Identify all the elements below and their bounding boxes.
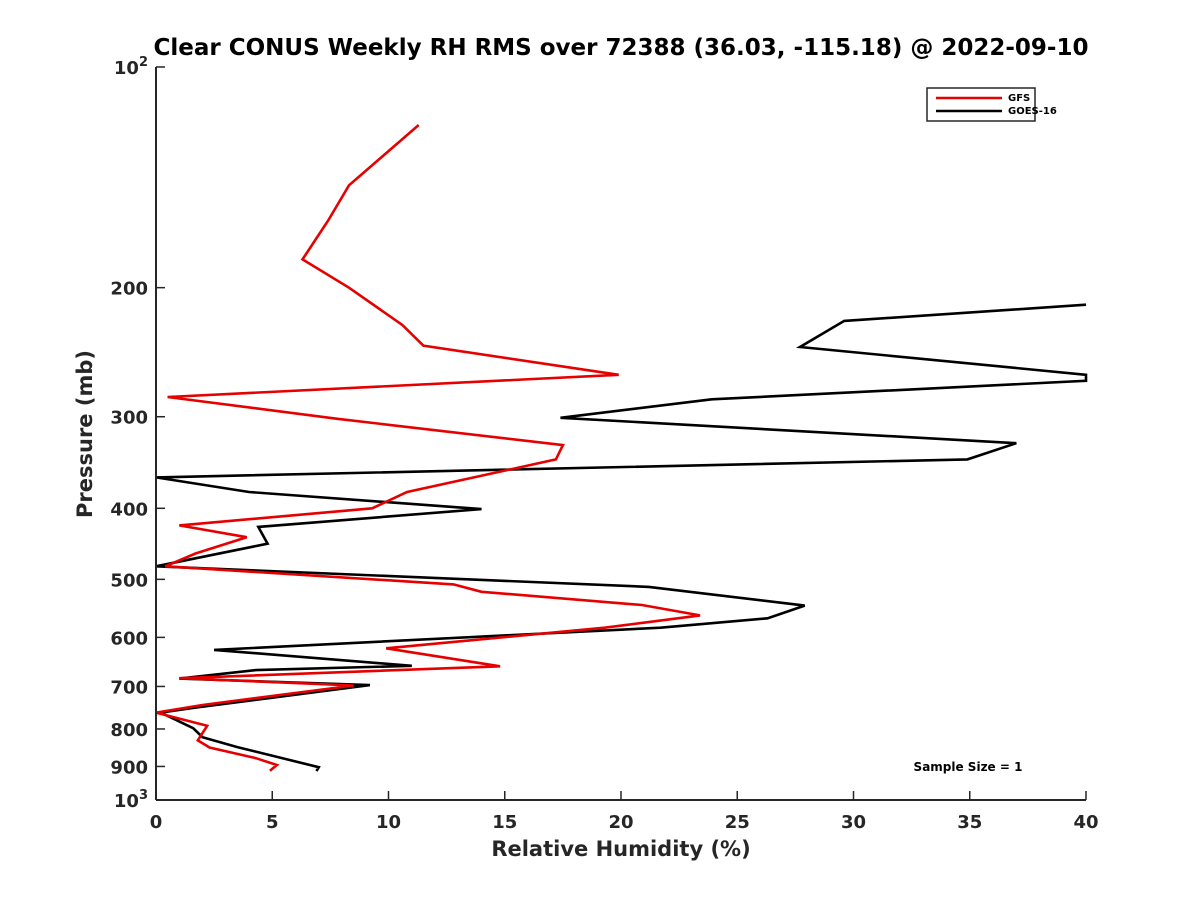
- y-tick-label: 300: [110, 408, 148, 429]
- y-tick-label: 500: [110, 570, 148, 591]
- x-tick-label: 10: [376, 812, 401, 833]
- y-tick-label: 102: [114, 55, 148, 79]
- x-tick-label: 40: [1073, 812, 1098, 833]
- y-tick-label: 103: [114, 788, 148, 812]
- legend-label-gfs: GFS: [1008, 93, 1030, 104]
- y-tick-exponent: 2: [139, 55, 148, 70]
- x-tick-label: 25: [725, 812, 750, 833]
- y-tick-label: 700: [110, 677, 148, 698]
- y-tick-exponent: 3: [139, 788, 148, 803]
- legend: GFS GOES-16: [926, 87, 1057, 122]
- y-tick-label: 900: [110, 757, 148, 778]
- y-axis-label: Pressure (mb): [73, 350, 97, 518]
- x-tick-label: 20: [608, 812, 633, 833]
- y-tick-label: 200: [110, 279, 148, 300]
- plot-area: [155, 124, 1088, 772]
- sample-size-annotation: Sample Size = 1: [914, 760, 1023, 774]
- chart-title: Clear CONUS Weekly RH RMS over 72388 (36…: [154, 35, 1089, 61]
- legend-label-goes16: GOES-16: [1008, 106, 1057, 117]
- x-tick-label: 35: [957, 812, 982, 833]
- x-axis-ticks: 0 5 10 15 20 25 30 35 40: [150, 791, 1099, 833]
- legend-box: [926, 87, 1036, 122]
- y-tick-label: 400: [110, 499, 148, 520]
- y-tick-label: 600: [110, 628, 148, 649]
- x-tick-label: 30: [841, 812, 866, 833]
- x-tick-label: 5: [266, 812, 279, 833]
- y-tick-base: 10: [114, 791, 139, 812]
- x-tick-label: 15: [492, 812, 517, 833]
- series-line-gfs: [155, 124, 701, 772]
- x-axis-label: Relative Humidity (%): [491, 837, 750, 861]
- y-tick-label: 800: [110, 720, 148, 741]
- y-tick-base: 10: [114, 58, 139, 79]
- x-tick-label: 0: [150, 812, 163, 833]
